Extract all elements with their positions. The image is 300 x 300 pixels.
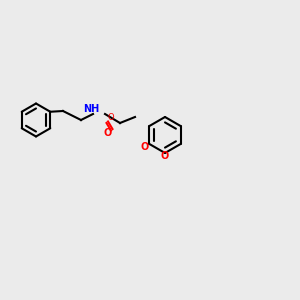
Text: O: O: [161, 151, 169, 161]
Text: O: O: [104, 128, 112, 139]
Text: O: O: [108, 112, 114, 122]
Text: O: O: [141, 142, 149, 152]
Text: NH: NH: [83, 104, 100, 115]
